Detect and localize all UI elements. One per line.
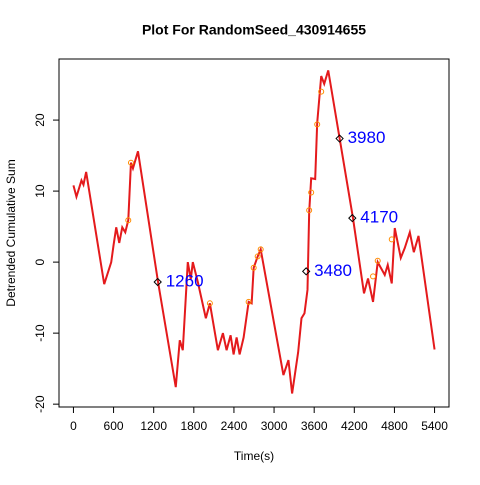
y-tick-label: 10 <box>33 184 47 198</box>
x-tick-label: 1800 <box>180 419 207 433</box>
marker-point <box>318 88 325 95</box>
plot-frame <box>58 58 450 408</box>
marker-point <box>206 300 213 307</box>
marker-point <box>306 207 313 214</box>
y-axis-label: Detrended Cumulative Sum <box>4 159 18 306</box>
x-tick-label: 4200 <box>341 419 368 433</box>
annotation-label: 3480 <box>314 261 352 280</box>
chart-title: Plot For RandomSeed_430914655 <box>142 22 366 38</box>
x-tick-label: 3000 <box>261 419 288 433</box>
marker-point <box>388 236 395 243</box>
marker-point <box>245 298 252 305</box>
annotation-label: 1260 <box>166 271 204 290</box>
marker-point <box>370 273 377 280</box>
x-tick-label: 3600 <box>301 419 328 433</box>
x-tick-label: 5400 <box>421 419 448 433</box>
marker-point <box>314 121 321 128</box>
y-tick-label: -20 <box>33 395 47 413</box>
x-tick-label: 0 <box>70 419 77 433</box>
marker-point <box>125 217 132 224</box>
x-tick-label: 4800 <box>381 419 408 433</box>
annotation-label: 3980 <box>348 128 386 147</box>
x-tick-label: 600 <box>104 419 124 433</box>
annotation-diamond <box>301 267 311 276</box>
y-tick-label: 20 <box>33 113 47 127</box>
annotation-diamond <box>348 213 357 223</box>
annotation-diamond <box>153 277 162 287</box>
y-tick-label: -10 <box>33 324 47 342</box>
marker-point <box>257 246 264 253</box>
annotation-label: 4170 <box>360 208 398 227</box>
marker-point <box>250 264 257 271</box>
marker-point <box>127 159 134 166</box>
marker-point <box>254 253 261 260</box>
x-axis-label: Time(s) <box>234 449 274 463</box>
marker-point <box>308 189 315 196</box>
annotation-diamond <box>335 134 344 143</box>
data-line <box>72 70 436 394</box>
y-tick-label: 0 <box>33 258 47 265</box>
x-tick-label: 1200 <box>140 419 167 433</box>
marker-point <box>374 257 381 264</box>
x-tick-label: 2400 <box>221 419 248 433</box>
